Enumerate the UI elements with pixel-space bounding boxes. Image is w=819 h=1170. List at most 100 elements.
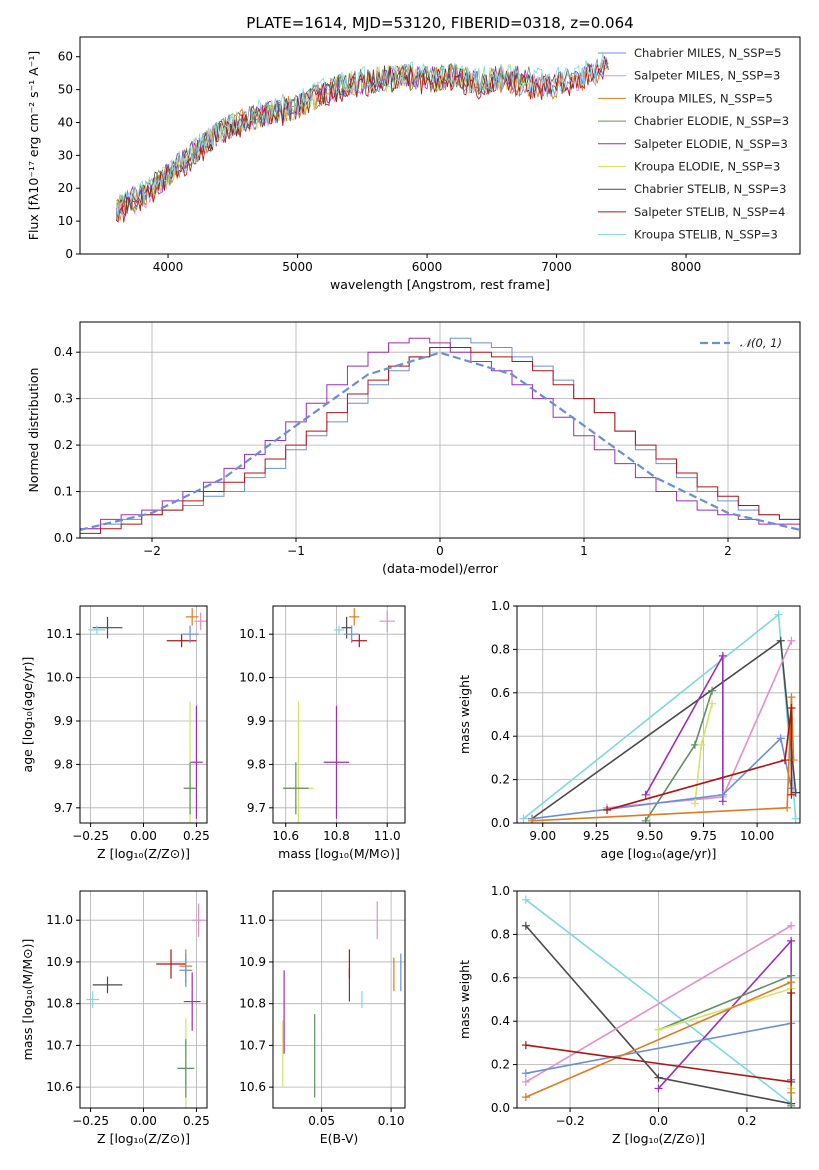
weight-marker bbox=[787, 1077, 796, 1086]
weight-marker bbox=[774, 610, 783, 619]
x-tick-label: 9.25 bbox=[583, 829, 610, 843]
y-tick-label: 10.6 bbox=[46, 1080, 73, 1094]
weight-marker bbox=[708, 699, 717, 708]
weight-marker bbox=[791, 788, 800, 797]
plot-area bbox=[88, 608, 207, 823]
x-tick-label: −0.25 bbox=[72, 1114, 109, 1128]
weight-marker bbox=[641, 816, 650, 823]
panel-mass-vs-Z: −0.25 0.00 0.25 10.6 10.7 10.8 10.9 11.0 Z [log₁… bbox=[20, 890, 210, 1146]
weight-marker bbox=[654, 1084, 663, 1093]
panel-mass-weight-vs-age: 9.00 9.25 9.50 9.75 10.00 0.0 0.2 0.4 0.6 0.8 1.0 a… bbox=[457, 599, 801, 861]
weight-marker bbox=[787, 936, 796, 945]
y-tick-label: 0.0 bbox=[491, 816, 510, 830]
weight-marker bbox=[519, 814, 528, 823]
errorbar-point bbox=[344, 625, 360, 643]
y-tick-label: 9.7 bbox=[247, 801, 266, 815]
plot-area bbox=[86, 903, 205, 1108]
weight-line bbox=[531, 697, 795, 822]
y-tick-label: 0.4 bbox=[54, 345, 73, 359]
weight-marker bbox=[521, 921, 530, 930]
y-tick-label: 0.2 bbox=[54, 438, 73, 452]
y-tick-label: 10.1 bbox=[239, 627, 266, 641]
weight-marker bbox=[718, 790, 727, 799]
legend: Chabrier MILES, N_SSP=5 Salpeter MILES, N… bbox=[598, 46, 789, 242]
y-tick-label: 10.9 bbox=[46, 955, 73, 969]
y-tick-label: 10.6 bbox=[239, 1080, 266, 1094]
weight-marker bbox=[521, 1041, 530, 1050]
normal-curve bbox=[80, 351, 800, 531]
x-tick-label: 9.00 bbox=[529, 829, 556, 843]
histogram-bars bbox=[80, 347, 800, 538]
legend-label: Kroupa STELIB, N_SSP=3 bbox=[634, 228, 778, 242]
plot-area bbox=[115, 53, 609, 223]
weight-marker bbox=[787, 1088, 796, 1097]
panel-spectrum: 4000 5000 6000 7000 8000 0 10 20 30 40 50 60 Chabrie… bbox=[26, 36, 801, 292]
weight-marker bbox=[521, 1093, 530, 1102]
weight-marker bbox=[787, 790, 796, 799]
errorbar-point bbox=[183, 762, 197, 815]
errorbar-point bbox=[183, 972, 201, 1031]
weight-marker bbox=[787, 636, 796, 645]
x-tick-label: 8000 bbox=[671, 260, 702, 274]
legend-label: Salpeter STELIB, N_SSP=4 bbox=[634, 205, 785, 219]
errorbar-point bbox=[177, 1039, 195, 1098]
y-tick-label: 0.2 bbox=[491, 1058, 510, 1072]
plot-area bbox=[80, 337, 800, 538]
y-axis-label: Flux [fλ10⁻¹⁷ erg cm⁻² s⁻¹ A⁻¹] bbox=[26, 51, 41, 240]
y-tick-label: 50 bbox=[58, 83, 73, 97]
weight-marker bbox=[521, 1069, 530, 1078]
errorbar-point bbox=[190, 705, 203, 819]
legend-label: Kroupa ELODIE, N_SSP=3 bbox=[634, 160, 780, 174]
weight-marker bbox=[787, 1101, 796, 1108]
weight-marker bbox=[783, 803, 792, 812]
axes-frame bbox=[272, 890, 406, 1109]
x-tick-label: 10.8 bbox=[323, 829, 350, 843]
x-axis-label: Z [log₁₀(Z/Z⊙)] bbox=[97, 846, 190, 861]
x-tick-label: 0.0 bbox=[649, 1114, 668, 1128]
panel-mass-vs-EBV: 0.05 0.10 10.6 10.7 10.8 10.9 11.0 E(B-V) bbox=[239, 890, 406, 1146]
y-tick-label: 60 bbox=[58, 50, 73, 64]
y-tick-label: 1.0 bbox=[491, 884, 510, 898]
y-tick-label: 10.7 bbox=[46, 1038, 73, 1052]
errorbar-point bbox=[194, 612, 207, 630]
errorbar-point bbox=[323, 705, 350, 819]
weight-line bbox=[522, 613, 797, 820]
x-axis-label: E(B-V) bbox=[320, 1131, 359, 1146]
y-tick-label: 0.8 bbox=[491, 642, 510, 656]
weight-marker bbox=[776, 734, 785, 743]
y-tick-label: 9.7 bbox=[54, 801, 73, 815]
plot-area bbox=[521, 895, 796, 1108]
x-tick-label: 6000 bbox=[412, 260, 443, 274]
errorbar-point bbox=[86, 991, 100, 1008]
x-tick-label: −1 bbox=[287, 544, 305, 558]
x-tick-label: −0.25 bbox=[72, 829, 109, 843]
x-tick-label: −2 bbox=[143, 544, 161, 558]
x-tick-label: 0.05 bbox=[308, 1114, 335, 1128]
legend-label: Salpeter MILES, N_SSP=3 bbox=[634, 69, 780, 83]
weight-marker bbox=[603, 805, 612, 814]
legend-label: Chabrier ELODIE, N_SSP=3 bbox=[634, 114, 789, 128]
axes-frame bbox=[272, 605, 406, 824]
y-tick-label: 0.6 bbox=[491, 686, 510, 700]
errorbar-point bbox=[92, 976, 123, 994]
panel-mass-weight-vs-Z: −0.2 0.0 0.2 0.0 0.2 0.4 0.6 0.8 1.0 Z [log₁₀(Z/Z… bbox=[457, 884, 801, 1146]
spectrum-line bbox=[116, 59, 609, 223]
weight-marker bbox=[690, 799, 699, 808]
x-axis-label: (data-model)/error bbox=[382, 561, 499, 576]
weight-marker bbox=[787, 921, 796, 930]
y-tick-label: 0.3 bbox=[54, 392, 73, 406]
y-axis-label: mass weight bbox=[457, 960, 472, 1039]
errorbar-point bbox=[181, 625, 199, 643]
y-tick-label: 0.1 bbox=[54, 485, 73, 499]
weight-marker bbox=[787, 988, 796, 997]
y-tick-label: 0.4 bbox=[491, 1014, 510, 1028]
weight-line bbox=[531, 736, 793, 820]
legend-label: 𝒩(0, 1) bbox=[740, 336, 782, 350]
y-tick-label: 10.7 bbox=[239, 1038, 266, 1052]
weight-marker bbox=[641, 790, 650, 799]
weight-marker bbox=[521, 895, 530, 904]
errorbar-point bbox=[333, 625, 345, 635]
y-axis-label: age [log₁₀(age/yr)] bbox=[20, 657, 35, 773]
x-tick-label: 1 bbox=[580, 544, 588, 558]
